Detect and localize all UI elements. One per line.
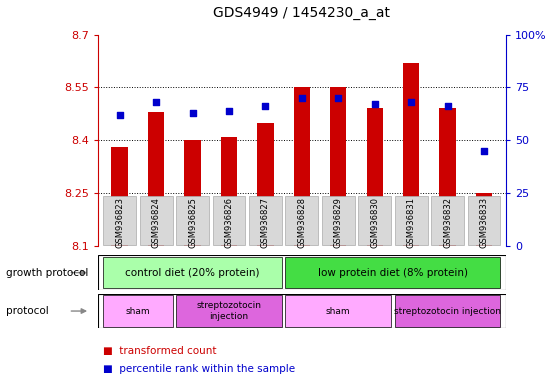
- Bar: [286, 196, 318, 245]
- Text: GSM936823: GSM936823: [115, 197, 124, 248]
- Bar: [103, 296, 173, 326]
- Bar: [286, 257, 500, 288]
- Text: GSM936833: GSM936833: [480, 197, 489, 248]
- Point: [334, 95, 343, 101]
- Bar: [176, 196, 209, 245]
- Text: GSM936830: GSM936830: [370, 197, 379, 248]
- Text: control diet (20% protein): control diet (20% protein): [125, 268, 260, 278]
- Text: protocol: protocol: [6, 306, 48, 316]
- Text: GSM936826: GSM936826: [225, 197, 234, 248]
- Bar: [176, 296, 282, 326]
- Bar: [476, 193, 492, 246]
- Bar: [468, 196, 500, 245]
- Bar: [395, 196, 428, 245]
- Bar: [431, 196, 464, 245]
- Text: low protein diet (8% protein): low protein diet (8% protein): [318, 268, 468, 278]
- Text: GSM936828: GSM936828: [297, 197, 306, 248]
- Point: [443, 103, 452, 109]
- Text: sham: sham: [326, 306, 350, 316]
- Text: GSM936824: GSM936824: [151, 197, 160, 248]
- Point: [480, 148, 489, 154]
- Point: [115, 112, 124, 118]
- Point: [188, 110, 197, 116]
- Text: growth protocol: growth protocol: [6, 268, 88, 278]
- Bar: [221, 137, 237, 246]
- Bar: [330, 87, 347, 246]
- Bar: [403, 63, 419, 246]
- Bar: [103, 257, 282, 288]
- Bar: [322, 196, 355, 245]
- Bar: [367, 108, 383, 246]
- Text: sham: sham: [126, 306, 150, 316]
- Text: GSM936829: GSM936829: [334, 197, 343, 248]
- Bar: [257, 122, 273, 246]
- Point: [261, 103, 270, 109]
- Bar: [293, 87, 310, 246]
- Bar: [395, 296, 500, 326]
- Bar: [148, 112, 164, 246]
- Text: ■  transformed count: ■ transformed count: [103, 346, 217, 356]
- Text: GSM936831: GSM936831: [406, 197, 416, 248]
- Bar: [184, 140, 201, 246]
- Point: [407, 99, 416, 105]
- Text: GSM936827: GSM936827: [261, 197, 270, 248]
- Bar: [103, 196, 136, 245]
- Point: [151, 99, 160, 105]
- Point: [370, 101, 379, 108]
- Text: streptozotocin
injection: streptozotocin injection: [197, 301, 262, 321]
- Bar: [249, 196, 282, 245]
- Text: ■  percentile rank within the sample: ■ percentile rank within the sample: [103, 364, 296, 374]
- Bar: [111, 147, 128, 246]
- Bar: [358, 196, 391, 245]
- Bar: [140, 196, 173, 245]
- Text: GSM936825: GSM936825: [188, 197, 197, 248]
- Text: streptozotocin injection: streptozotocin injection: [394, 306, 501, 316]
- Bar: [439, 108, 456, 246]
- Text: GSM936832: GSM936832: [443, 197, 452, 248]
- Point: [225, 108, 234, 114]
- Bar: [212, 196, 245, 245]
- Point: [297, 95, 306, 101]
- Bar: [286, 296, 391, 326]
- Text: GDS4949 / 1454230_a_at: GDS4949 / 1454230_a_at: [214, 7, 390, 20]
